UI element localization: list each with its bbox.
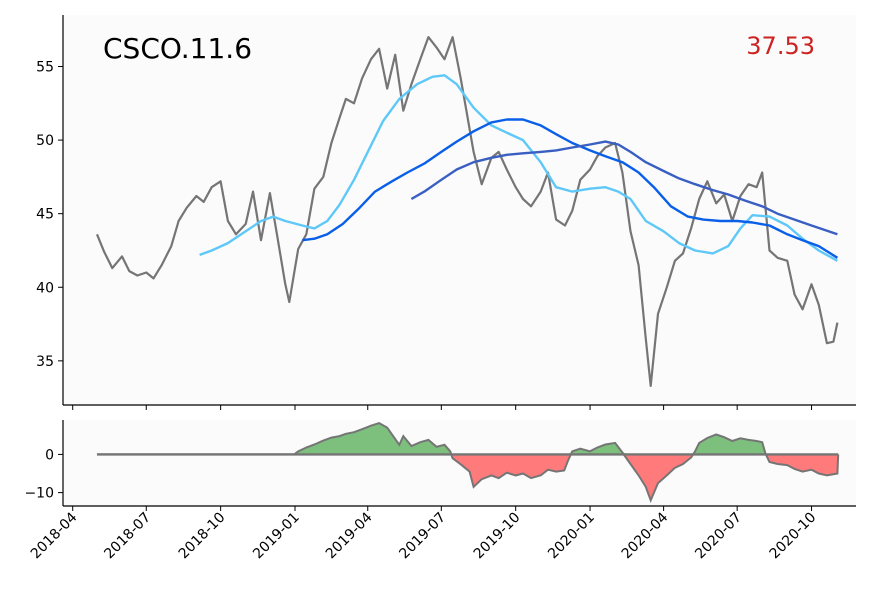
series-line-price: [95, 36, 839, 387]
x-tick-label: 2019-04: [323, 509, 376, 562]
x-tick-label: 2020-04: [619, 509, 672, 562]
x-tick-label: 2020-07: [692, 510, 745, 563]
x-tick-label: 2019-10: [471, 510, 524, 563]
main-plot-background: [63, 15, 856, 405]
main-y-tick-label: 35: [36, 354, 54, 370]
x-tick-label: 2019-01: [250, 510, 303, 563]
x-tick-label: 2020-01: [545, 510, 598, 563]
series-line-ma_light: [199, 74, 838, 262]
x-tick-label: 2018-07: [101, 510, 154, 563]
main-y-tick-label: 40: [36, 280, 54, 296]
series-line-ma_dark: [410, 140, 838, 236]
main-plot: [95, 36, 839, 387]
x-tick-label: 2018-10: [176, 510, 229, 563]
main-y-tick-label: 50: [36, 133, 54, 149]
chart-title: CSCO.11.6: [103, 32, 252, 65]
x-tick-label: 2019-07: [396, 510, 449, 563]
oscillator-line: [97, 422, 840, 504]
last-value-label: 37.53: [746, 32, 815, 60]
x-tick-label: 2020-10: [767, 510, 820, 563]
series-line-ma_mid: [302, 118, 839, 259]
x-tick-label: 2018-04: [28, 509, 81, 562]
sub-y-tick-label: 0: [45, 447, 54, 463]
oscillator-negative-area: [97, 454, 839, 501]
main-y-tick-label: 55: [36, 60, 54, 76]
main-y-tick-label: 45: [36, 207, 54, 223]
oscillator-plot: [96, 422, 840, 504]
sub-y-tick-label: −10: [24, 486, 54, 502]
